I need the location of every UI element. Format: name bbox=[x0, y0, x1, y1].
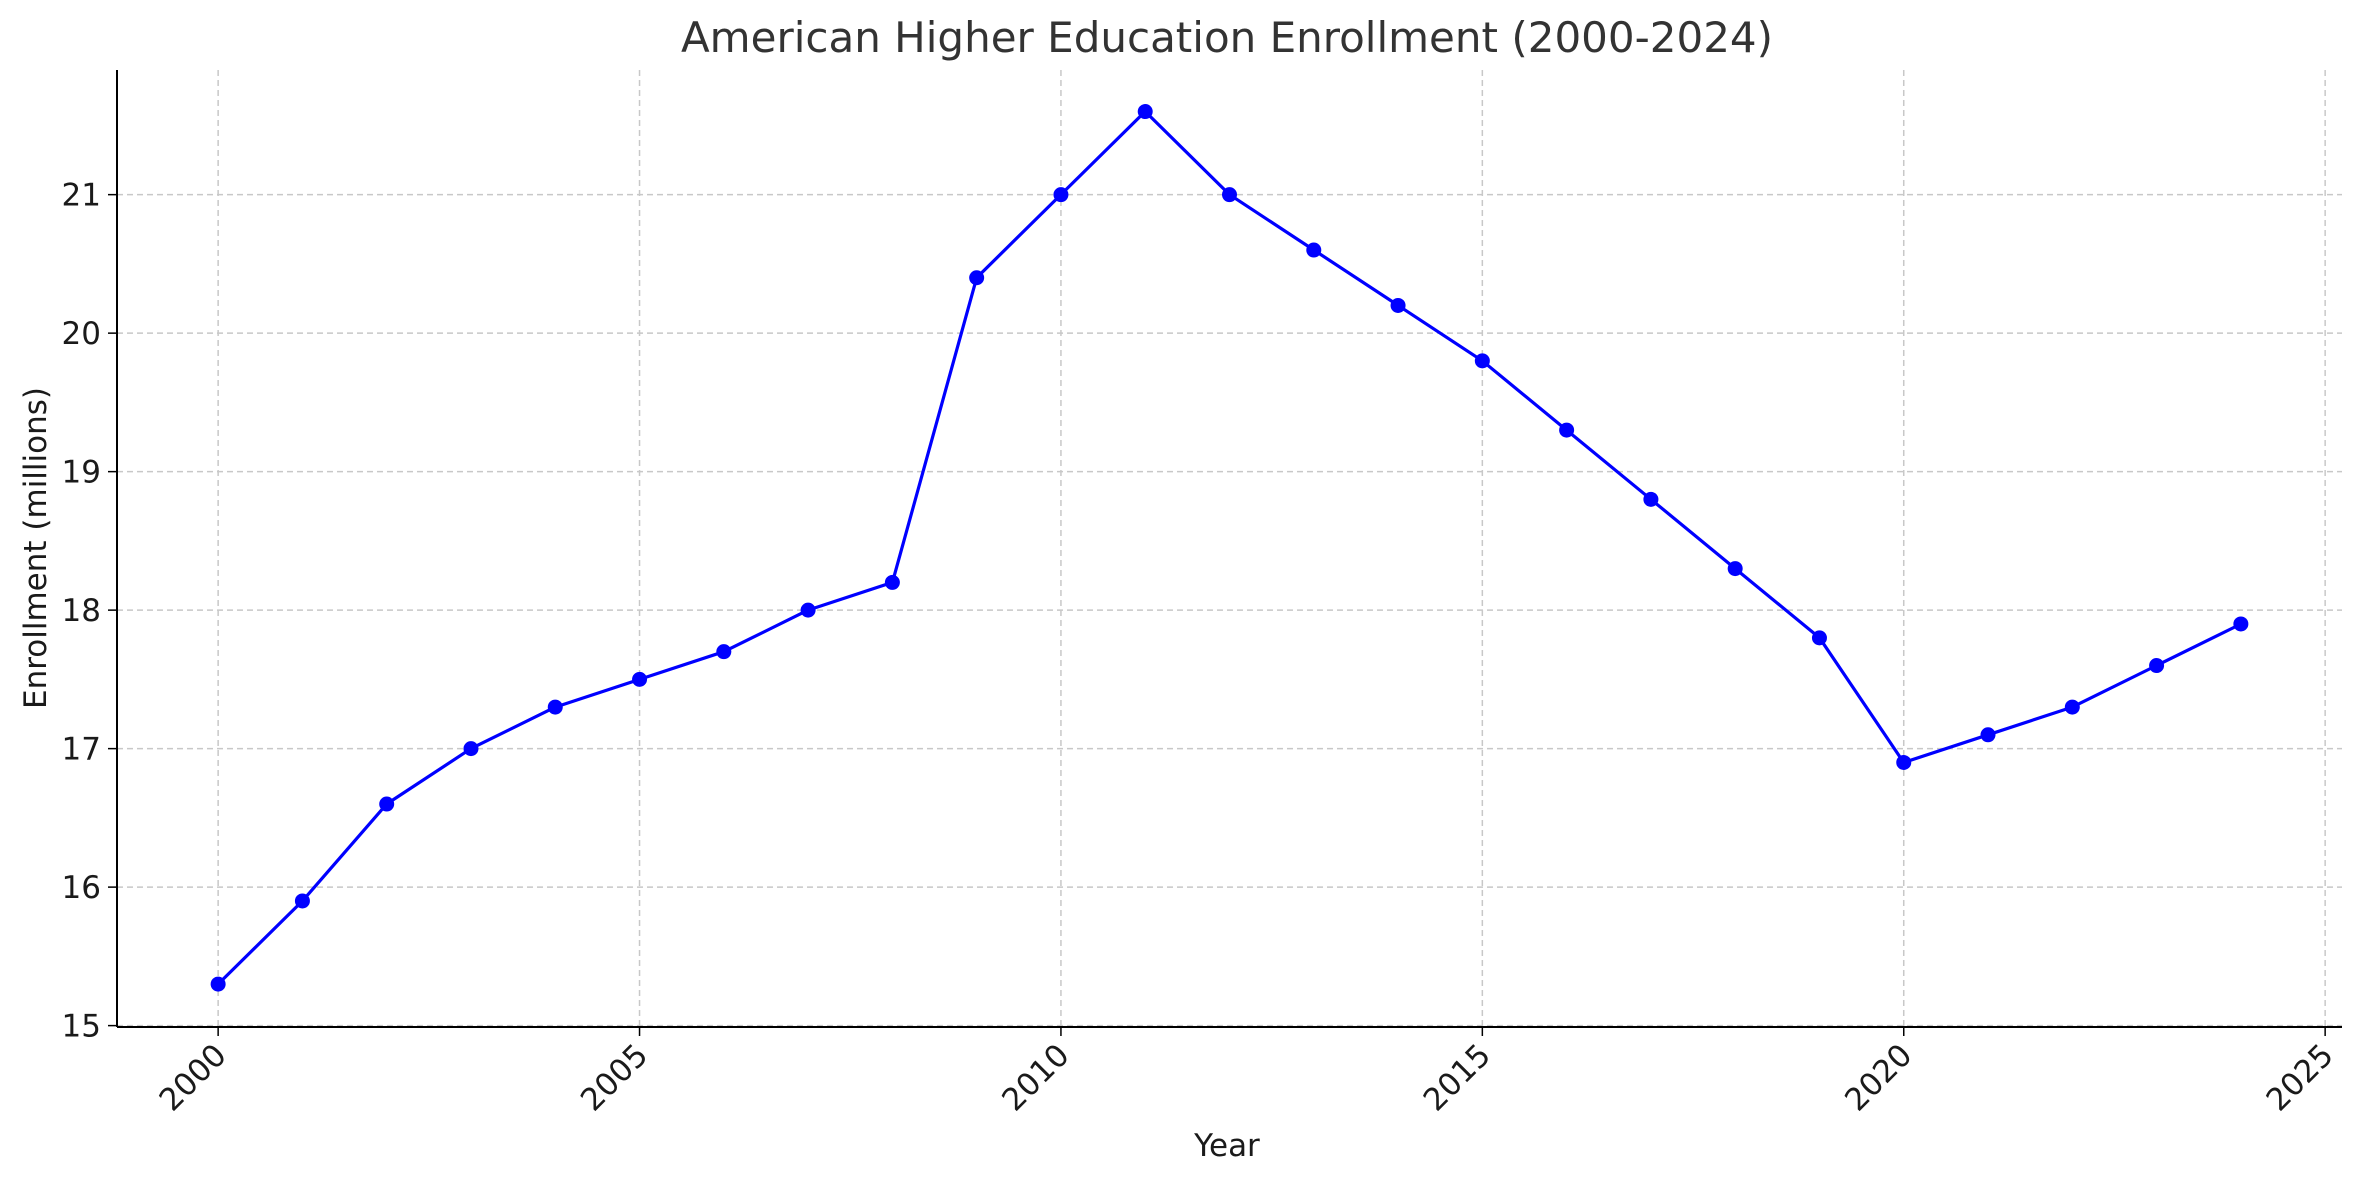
data-point bbox=[1474, 353, 1490, 369]
series-line bbox=[216, 109, 2242, 986]
axes-layer bbox=[116, 70, 2342, 1028]
data-point bbox=[463, 741, 479, 757]
x-tick-label: 2025 bbox=[2260, 1037, 2341, 1118]
y-tick-label: 15 bbox=[62, 1009, 101, 1045]
data-point bbox=[1811, 630, 1827, 646]
x-axis-label: Year bbox=[1193, 1128, 1260, 1164]
x-tick-label: 2010 bbox=[995, 1037, 1076, 1118]
data-point bbox=[632, 671, 648, 687]
data-point bbox=[1896, 754, 1912, 770]
data-point bbox=[1053, 187, 1069, 203]
chart-title: American Higher Education Enrollment (20… bbox=[681, 13, 1773, 62]
data-point bbox=[1727, 561, 1743, 577]
data-point bbox=[1222, 187, 1237, 203]
grid-layer bbox=[117, 70, 2342, 1027]
data-point bbox=[210, 976, 226, 992]
y-tick-layer: 15 16 17 18 19 20 21 bbox=[62, 178, 117, 1045]
data-point bbox=[2064, 699, 2080, 715]
data-point bbox=[1390, 297, 1406, 313]
y-tick-label: 21 bbox=[62, 178, 101, 214]
data-point bbox=[1643, 491, 1659, 507]
data-point bbox=[547, 699, 563, 715]
data-point bbox=[379, 796, 395, 812]
data-point bbox=[294, 893, 310, 909]
data-point bbox=[1306, 242, 1322, 258]
x-tick-layer: 2000 2005 2010 2015 2020 2025 bbox=[153, 1027, 2341, 1118]
data-point bbox=[2149, 658, 2165, 674]
data-point bbox=[1980, 727, 1996, 743]
y-tick-label: 20 bbox=[62, 316, 101, 352]
data-point bbox=[969, 270, 985, 286]
y-tick-label: 17 bbox=[62, 732, 101, 768]
y-axis-label: Enrollment (millions) bbox=[18, 387, 54, 709]
series-layer bbox=[210, 104, 2249, 992]
data-point bbox=[2233, 616, 2249, 632]
x-tick-label: 2000 bbox=[153, 1037, 234, 1118]
y-tick-label: 18 bbox=[62, 593, 101, 629]
y-tick-label: 19 bbox=[62, 455, 101, 491]
y-tick-label: 16 bbox=[62, 870, 101, 906]
data-point bbox=[716, 644, 732, 660]
data-point bbox=[800, 602, 816, 618]
data-point bbox=[884, 574, 900, 590]
x-tick-label: 2020 bbox=[1838, 1037, 1919, 1118]
data-point bbox=[1137, 104, 1153, 120]
x-tick-label: 2015 bbox=[1417, 1037, 1498, 1118]
x-tick-label: 2005 bbox=[574, 1037, 655, 1118]
data-point bbox=[1559, 422, 1575, 438]
